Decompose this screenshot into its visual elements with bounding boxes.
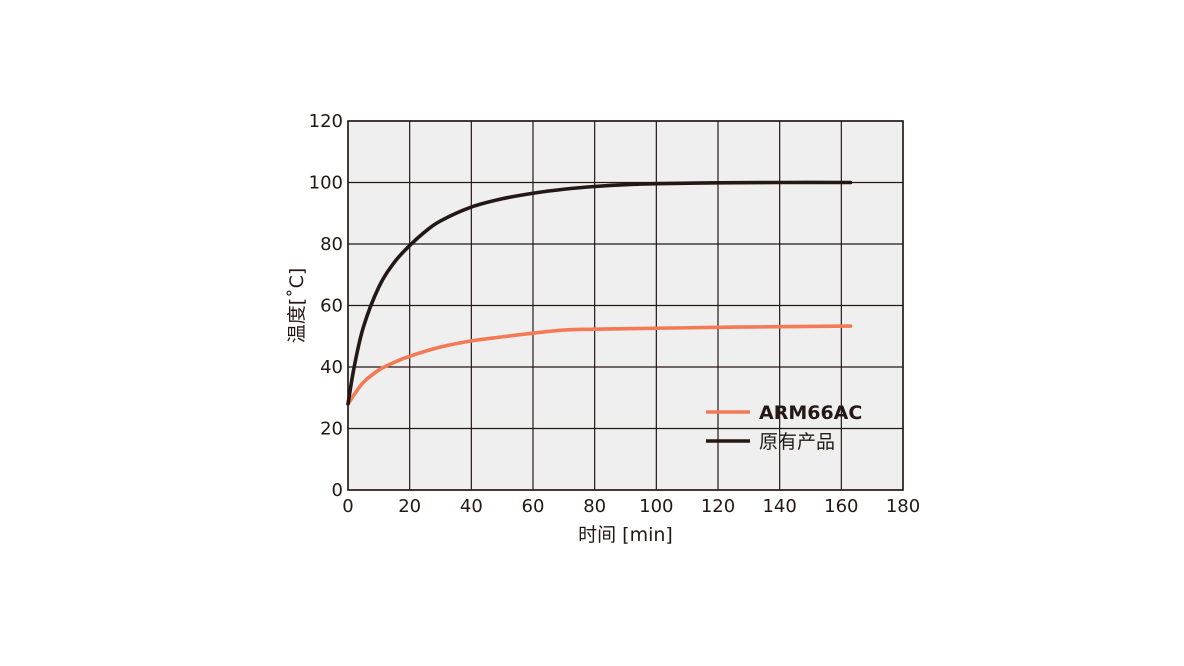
- x-tick-label: 140: [762, 496, 796, 517]
- y-tick-label: 80: [320, 234, 343, 255]
- y-tick-label: 60: [320, 296, 343, 317]
- series-group: [346, 180, 853, 406]
- x-tick-label: 20: [398, 496, 421, 517]
- x-axis-label: 时间 [min]: [578, 524, 673, 546]
- x-tick-label: 60: [522, 496, 545, 517]
- y-axis-ticks: 0 20 40 60 80 100 120: [309, 111, 343, 501]
- x-axis-ticks: 0 20 40 60 80 100 120 140 160 180: [342, 496, 920, 517]
- y-tick-label: 0: [332, 480, 343, 501]
- legend-label-0: ARM66AC: [759, 402, 862, 424]
- x-tick-label: 40: [460, 496, 483, 517]
- y-axis-label: 温度[˚C]: [286, 268, 308, 344]
- x-tick-label: 120: [701, 496, 735, 517]
- x-tick-label: 180: [886, 496, 920, 517]
- x-tick-label: 0: [342, 496, 353, 517]
- y-tick-label: 40: [320, 357, 343, 378]
- y-tick-label: 120: [309, 111, 343, 132]
- y-tick-label: 100: [309, 173, 343, 194]
- legend-label-1: 原有产品: [759, 431, 835, 453]
- y-tick-label: 20: [320, 419, 343, 440]
- legend: ARM66AC 原有产品: [706, 402, 862, 453]
- x-tick-label: 80: [583, 496, 606, 517]
- x-tick-label: 160: [824, 496, 858, 517]
- plot-frame: [347, 120, 904, 491]
- series-line-1: [346, 180, 853, 406]
- series-line-0: [346, 324, 853, 406]
- x-tick-label: 100: [639, 496, 673, 517]
